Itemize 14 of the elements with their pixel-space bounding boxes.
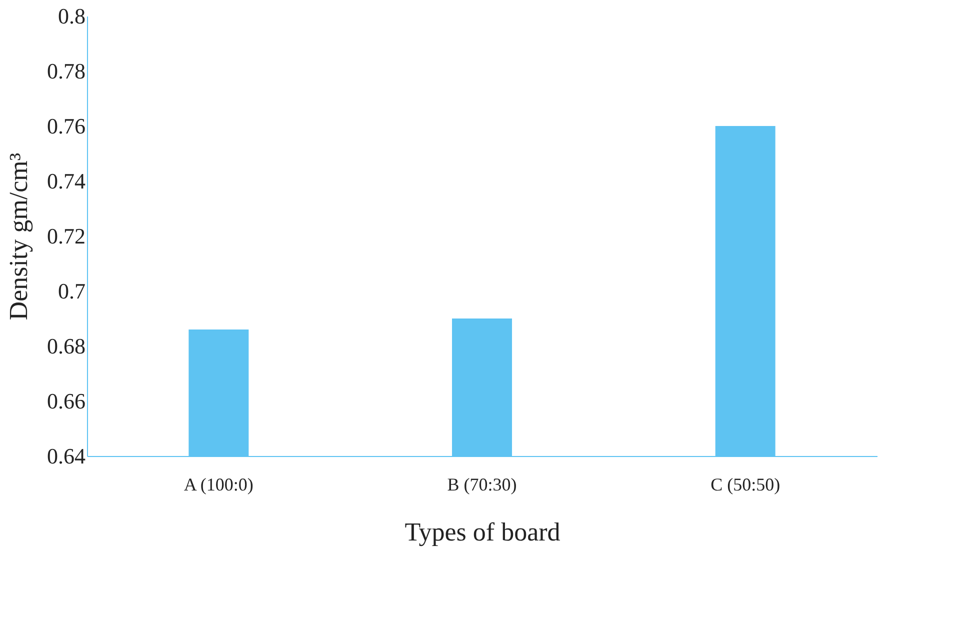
- y-axis-title: Density gm/cm³: [4, 152, 33, 320]
- y-tick-label: 0.7: [58, 278, 86, 304]
- y-tick-label: 0.76: [47, 114, 86, 138]
- x-axis-title: Types of board: [404, 518, 560, 546]
- y-tick-label: 0.68: [47, 334, 86, 358]
- y-tick-label: 0.72: [47, 224, 86, 248]
- x-tick-label: C (50:50): [710, 474, 780, 494]
- y-tick-label: 0.8: [58, 4, 86, 28]
- y-tick-label: 0.66: [47, 388, 86, 414]
- y-tick-label: 0.74: [47, 168, 86, 194]
- x-tick-label: A (100:0): [184, 474, 254, 494]
- x-tick-label: B (70:30): [447, 474, 517, 494]
- y-tick-label: 0.64: [47, 444, 86, 468]
- y-tick-label: 0.78: [47, 58, 86, 84]
